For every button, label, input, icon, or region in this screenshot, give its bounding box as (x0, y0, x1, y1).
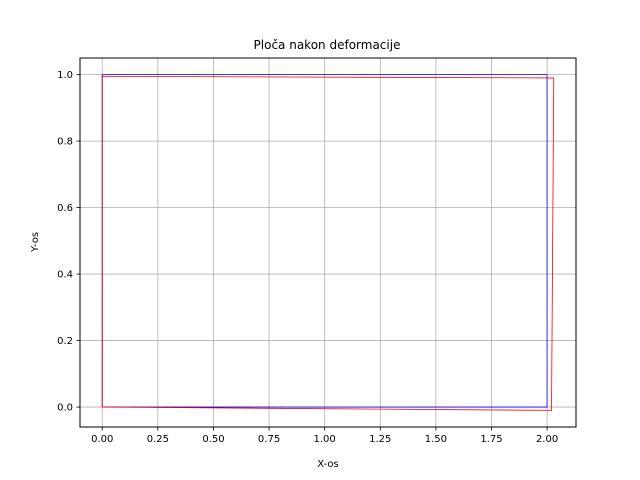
series-line-1 (101, 75, 555, 411)
plot-frame (79, 57, 577, 428)
x-tick-label: 1.00 (314, 434, 336, 445)
x-tick-label: 0.50 (202, 434, 224, 445)
x-axis: 0.00 0.25 0.50 0.75 1.00 1.25 1.50 1.75 2.00 (91, 427, 558, 445)
plot-series (101, 74, 555, 411)
y-tick-label: 0.2 (57, 336, 73, 347)
x-tick-label: 1.75 (480, 434, 502, 445)
y-tick-label: 0.4 (57, 270, 73, 281)
y-axis-label: Y-os (30, 232, 41, 253)
x-tick-label: 1.50 (425, 434, 447, 445)
x-axis-label: X-os (317, 459, 338, 470)
x-tick-label: 0.00 (91, 434, 113, 445)
x-tick-label: 0.25 (147, 434, 169, 445)
y-tick-label: 0.6 (57, 203, 73, 214)
chart-title: Ploča nakon deformacije (254, 38, 401, 52)
y-axis: 0.0 0.2 0.4 0.6 0.8 1.0 (57, 70, 80, 414)
y-tick-label: 1.0 (57, 70, 73, 81)
x-tick-label: 0.75 (258, 434, 280, 445)
x-tick-label: 1.25 (369, 434, 391, 445)
y-tick-label: 0.0 (57, 403, 73, 414)
y-tick-label: 0.8 (57, 137, 73, 148)
x-tick-label: 2.00 (536, 434, 558, 445)
grid-lines (80, 58, 576, 427)
